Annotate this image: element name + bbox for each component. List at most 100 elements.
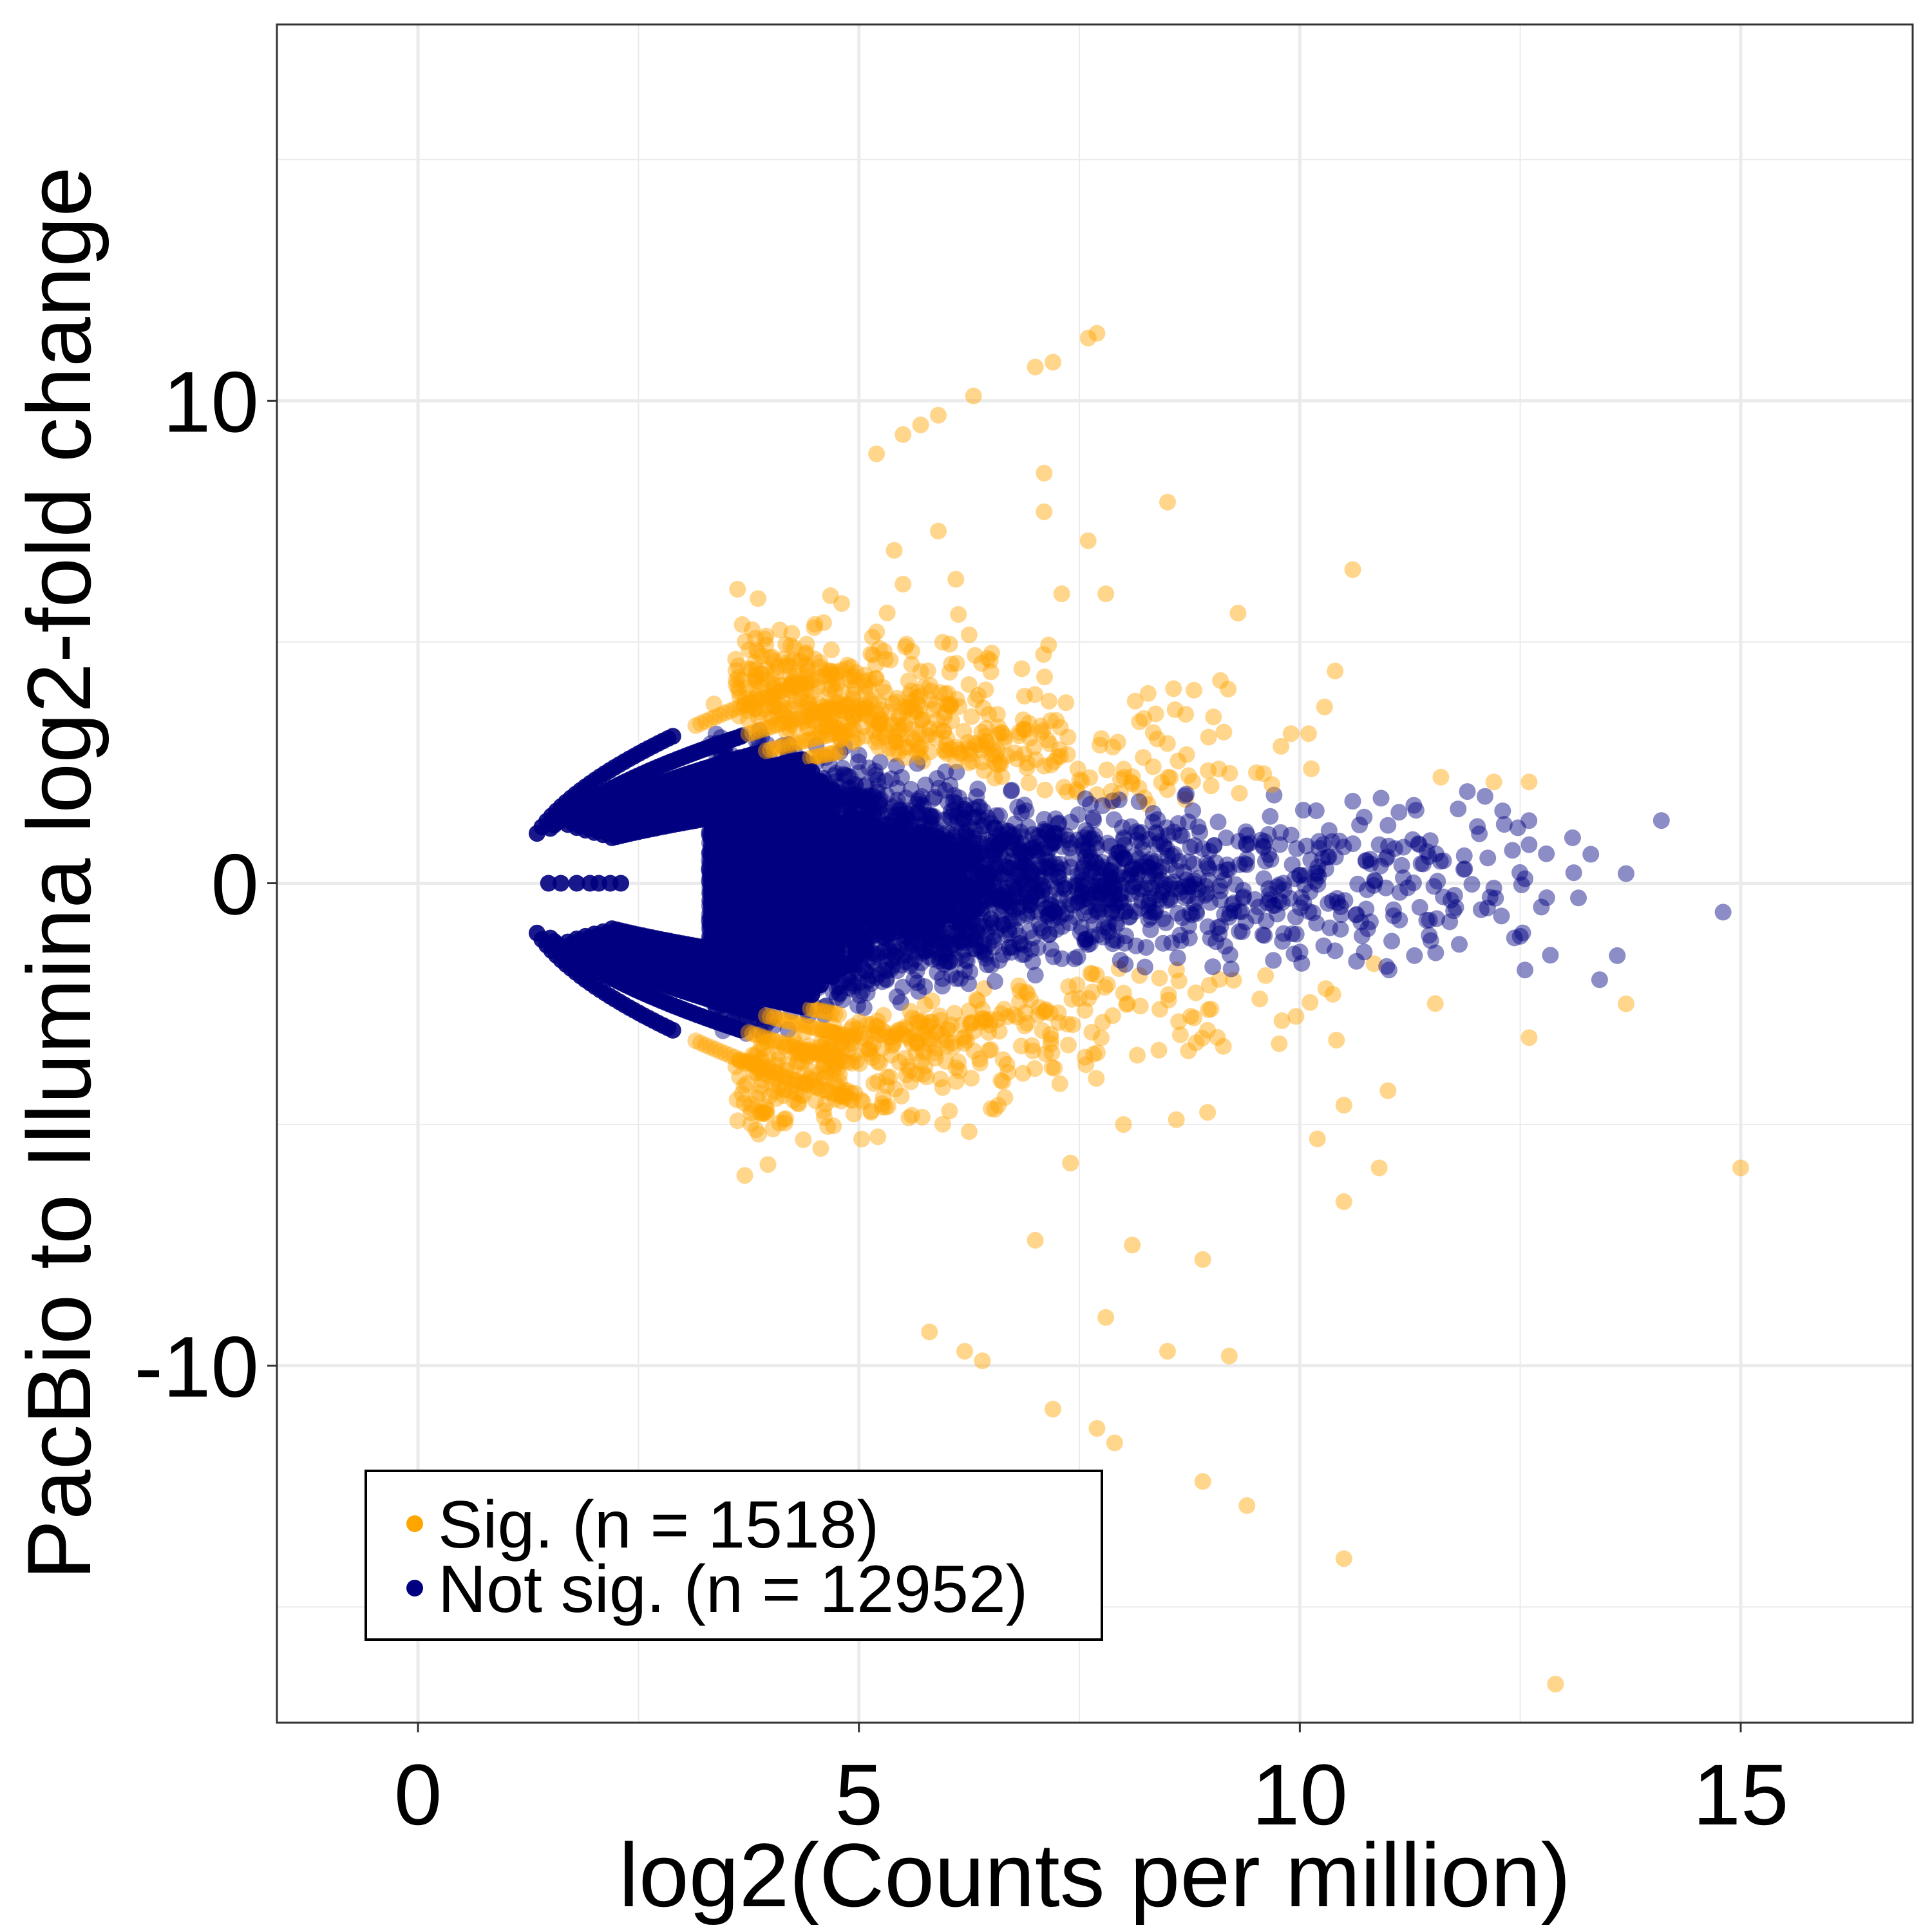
not-sig-point [841,896,858,913]
not-sig-point [1000,822,1018,840]
not-sig-point [757,875,775,893]
not-sig-point [708,862,726,880]
not-sig-point [710,834,727,851]
not-sig-point [894,911,911,929]
not-sig-point [830,860,847,877]
not-sig-point [1041,925,1058,943]
not-sig-point [790,900,808,917]
not-sig-point [731,848,748,865]
not-sig-point [779,1021,797,1038]
not-sig-point [866,945,884,963]
not-sig-point [721,849,738,866]
not-sig-point [1119,869,1136,887]
not-sig-point [848,851,865,868]
not-sig-point [875,873,892,891]
not-sig-point [723,905,741,922]
sig-point [1088,786,1106,803]
not-sig-point [811,866,828,883]
not-sig-point [820,857,837,874]
not-sig-point [850,860,867,878]
not-sig-point [788,906,806,923]
not-sig-point [747,865,764,882]
not-sig-point [762,846,780,864]
not-sig-point [871,859,888,876]
not-sig-point [1067,877,1084,895]
not-sig-point [773,903,790,920]
not-sig-point [738,909,755,927]
not-sig-point [746,869,764,887]
not-sig-point [782,906,799,923]
not-sig-point [825,767,842,784]
not-sig-point [927,854,945,871]
not-sig-point [837,853,854,870]
not-sig-point [811,938,828,954]
not-sig-point [818,829,835,847]
not-sig-point [867,926,884,943]
not-sig-point [908,914,925,932]
not-sig-point [900,920,917,938]
not-sig-point [734,918,752,936]
not-sig-point [810,842,828,859]
not-sig-point [867,921,884,938]
not-sig-point [785,812,802,829]
not-sig-point [727,907,744,923]
not-sig-point [717,906,734,923]
not-sig-point [826,895,844,912]
not-sig-point [848,942,865,960]
not-sig-point [718,837,735,854]
not-sig-point [711,867,728,885]
not-sig-point [823,895,840,912]
not-sig-point [902,931,920,949]
not-sig-point [752,840,769,857]
not-sig-point [947,914,965,931]
not-sig-point [1292,899,1309,916]
not-sig-point [805,864,822,882]
not-sig-point [835,855,852,872]
not-sig-point [828,848,845,866]
not-sig-point [715,851,732,868]
not-sig-point [764,926,782,943]
not-sig-point [768,833,786,851]
not-sig-point [712,826,728,844]
not-sig-point [830,858,848,875]
not-sig-point [931,898,948,915]
not-sig-point [753,867,770,885]
not-sig-point [714,907,732,925]
not-sig-point [795,933,813,951]
not-sig-point [784,867,801,884]
not-sig-point [755,858,772,875]
not-sig-point [723,872,739,889]
not-sig-point [1050,869,1067,886]
not-sig-point [753,869,770,886]
not-sig-point [719,879,737,896]
not-sig-point [984,842,1001,859]
not-sig-point [907,907,924,924]
not-sig-point [828,831,846,848]
not-sig-point [1029,848,1046,865]
not-sig-point [956,934,973,952]
not-sig-point [900,871,918,887]
not-sig-point [806,901,824,918]
not-sig-point [802,914,819,931]
not-sig-point [897,869,914,886]
not-sig-point [704,890,721,907]
not-sig-point [892,891,909,908]
not-sig-point [882,850,900,867]
not-sig-point [744,852,762,869]
not-sig-point [758,846,775,864]
not-sig-point [744,836,761,853]
not-sig-point [877,898,895,915]
not-sig-point [806,940,824,957]
not-sig-point [764,872,781,889]
not-sig-point [731,866,748,884]
not-sig-point [800,904,817,922]
not-sig-point [826,913,843,930]
not-sig-point [959,878,976,895]
not-sig-point [774,890,791,907]
not-sig-point [961,963,979,981]
not-sig-point [764,876,781,893]
not-sig-point [831,909,849,926]
not-sig-point [859,939,876,956]
not-sig-point [726,862,743,879]
